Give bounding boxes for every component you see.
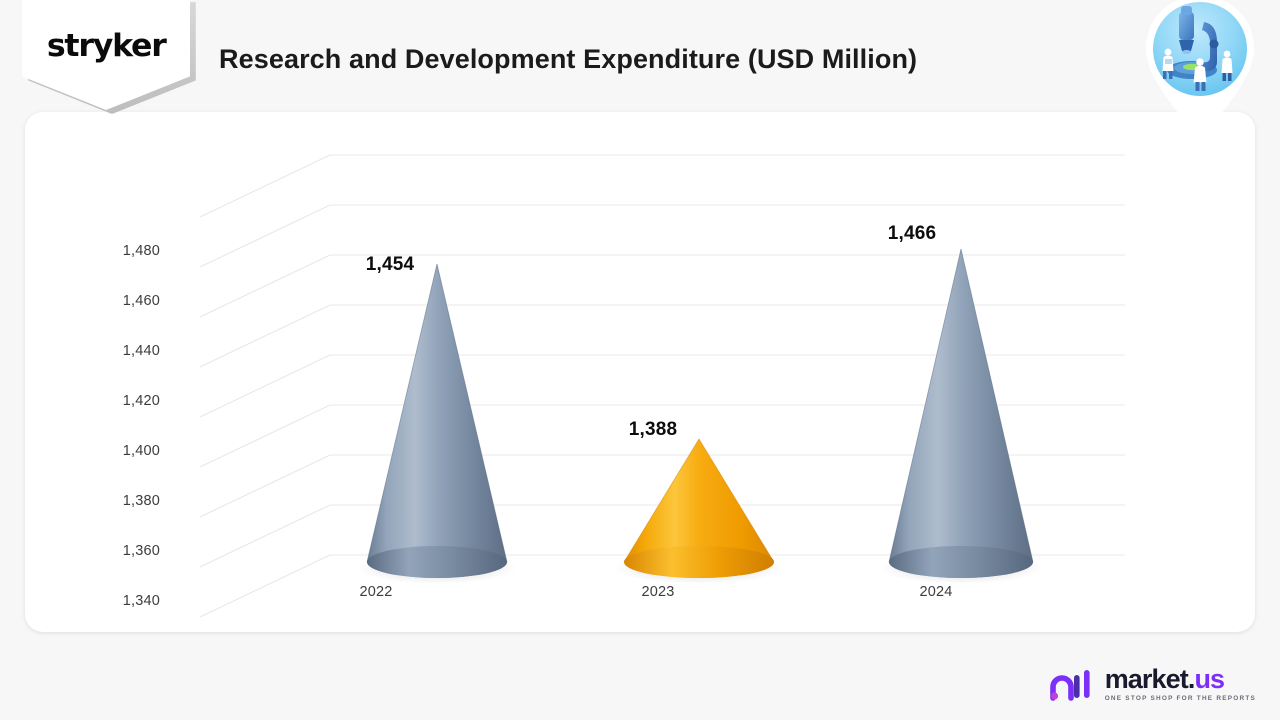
y-tick-label: 1,340 bbox=[122, 593, 160, 609]
y-tick-label: 1,440 bbox=[122, 343, 160, 359]
bar-2022[interactable] bbox=[357, 263, 517, 584]
page-title: Research and Development Expenditure (US… bbox=[219, 44, 918, 74]
y-tick-label: 1,400 bbox=[122, 443, 160, 459]
y-tick-label: 1,480 bbox=[122, 243, 160, 259]
brand-banner: stryker bbox=[22, 0, 190, 110]
grid-lines bbox=[199, 154, 1125, 618]
microscope-research-pin-icon bbox=[1142, 0, 1258, 148]
chart-svg bbox=[199, 154, 1125, 618]
market-us-wordmark: market.us bbox=[1105, 666, 1256, 693]
y-axis: 1,480 1,460 1,440 1,420 1,400 1,380 1,36… bbox=[90, 112, 160, 632]
stryker-logo-text: stryker bbox=[46, 28, 167, 64]
wordmark-dot: . bbox=[1187, 664, 1195, 694]
bar-2023[interactable] bbox=[614, 438, 784, 584]
y-tick-label: 1,380 bbox=[122, 493, 160, 509]
wordmark-us: us bbox=[1194, 664, 1225, 694]
y-tick-label: 1,360 bbox=[122, 543, 160, 559]
wordmark-market: market bbox=[1104, 664, 1189, 694]
market-us-logo: market.us ONE STOP SHOP FOR THE REPORTS bbox=[1048, 666, 1256, 702]
chart-plot-area bbox=[25, 112, 1255, 632]
bar-2024[interactable] bbox=[879, 248, 1043, 584]
chart-card bbox=[25, 112, 1255, 632]
y-tick-label: 1,420 bbox=[122, 393, 160, 409]
footer-tagline: ONE STOP SHOP FOR THE REPORTS bbox=[1104, 695, 1256, 702]
y-tick-label: 1,460 bbox=[122, 293, 160, 309]
market-us-text: market.us ONE STOP SHOP FOR THE REPORTS bbox=[1104, 666, 1256, 703]
market-us-bars-icon bbox=[1048, 667, 1096, 701]
